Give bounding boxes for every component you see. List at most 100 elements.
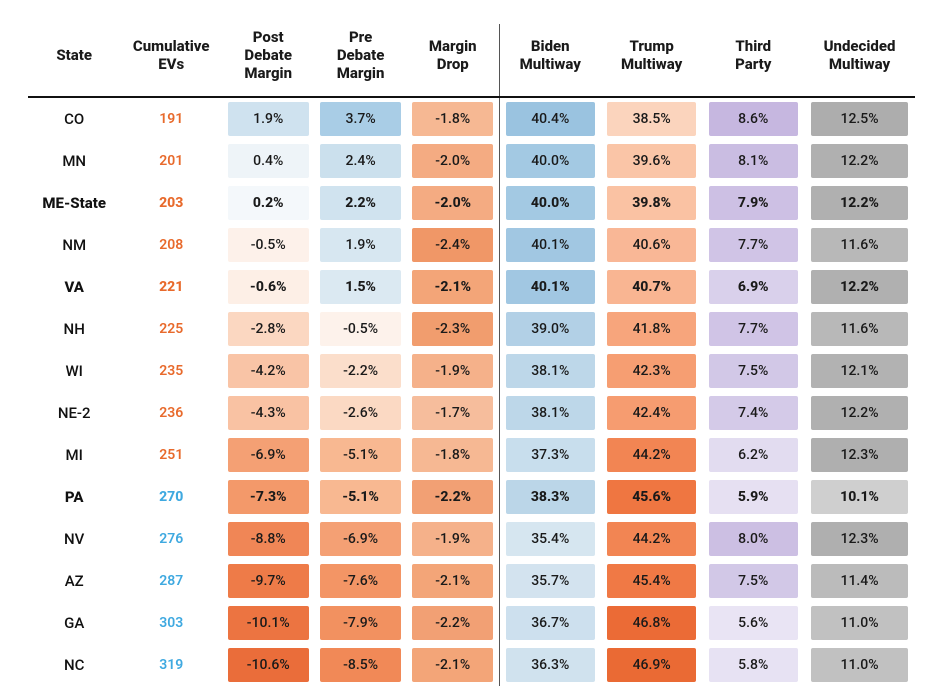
col-header-state: State — [28, 24, 120, 97]
state-cell: WI — [28, 350, 120, 392]
drop-cell: -2.0% — [407, 182, 499, 224]
drop-cell: -2.4% — [407, 224, 499, 266]
state-cell: GA — [28, 602, 120, 644]
pre-cell: -2.2% — [314, 350, 406, 392]
pre-cell: -5.1% — [314, 434, 406, 476]
col-header-ev: CumulativeEVs — [120, 24, 222, 97]
table-row: GA303-10.1%-7.9%-2.2%36.7%46.8%5.6%11.0% — [28, 602, 915, 644]
trump-cell: 41.8% — [601, 308, 703, 350]
undec-cell: 11.6% — [804, 224, 915, 266]
biden-cell: 36.7% — [499, 602, 601, 644]
col-header-third: ThirdParty — [702, 24, 804, 97]
drop-cell: -1.9% — [407, 518, 499, 560]
table-row: VA221-0.6%1.5%-2.1%40.1%40.7%6.9%12.2% — [28, 266, 915, 308]
state-cell: CO — [28, 97, 120, 140]
trump-cell: 46.9% — [601, 644, 703, 686]
ev-cell: 235 — [120, 350, 222, 392]
pre-cell: -6.9% — [314, 518, 406, 560]
col-header-undec: UndecidedMultiway — [804, 24, 915, 97]
pre-cell: 2.4% — [314, 140, 406, 182]
third-cell: 7.4% — [702, 392, 804, 434]
undec-cell: 12.1% — [804, 350, 915, 392]
drop-cell: -1.8% — [407, 434, 499, 476]
state-cell: NC — [28, 644, 120, 686]
trump-cell: 44.2% — [601, 518, 703, 560]
table-row: PA270-7.3%-5.1%-2.2%38.3%45.6%5.9%10.1% — [28, 476, 915, 518]
ev-cell: 221 — [120, 266, 222, 308]
trump-cell: 42.3% — [601, 350, 703, 392]
post-cell: -4.3% — [222, 392, 314, 434]
ev-cell: 201 — [120, 140, 222, 182]
state-cell: MN — [28, 140, 120, 182]
drop-cell: -1.8% — [407, 97, 499, 140]
col-header-pre: PreDebateMargin — [314, 24, 406, 97]
state-cell: ME-State — [28, 182, 120, 224]
ev-cell: 276 — [120, 518, 222, 560]
post-cell: -9.7% — [222, 560, 314, 602]
drop-cell: -2.1% — [407, 560, 499, 602]
biden-cell: 40.0% — [499, 140, 601, 182]
ev-cell: 236 — [120, 392, 222, 434]
pre-cell: -7.6% — [314, 560, 406, 602]
undec-cell: 11.4% — [804, 560, 915, 602]
undec-cell: 12.2% — [804, 392, 915, 434]
biden-cell: 36.3% — [499, 644, 601, 686]
post-cell: -4.2% — [222, 350, 314, 392]
undec-cell: 10.1% — [804, 476, 915, 518]
pre-cell: 1.9% — [314, 224, 406, 266]
post-cell: -7.3% — [222, 476, 314, 518]
table-row: NE-2236-4.3%-2.6%-1.7%38.1%42.4%7.4%12.2… — [28, 392, 915, 434]
ev-cell: 208 — [120, 224, 222, 266]
trump-cell: 40.6% — [601, 224, 703, 266]
third-cell: 6.9% — [702, 266, 804, 308]
table-row: NH225-2.8%-0.5%-2.3%39.0%41.8%7.7%11.6% — [28, 308, 915, 350]
state-cell: NM — [28, 224, 120, 266]
col-header-biden: BidenMultiway — [499, 24, 601, 97]
undec-cell: 11.0% — [804, 644, 915, 686]
undec-cell: 12.2% — [804, 266, 915, 308]
undec-cell: 11.0% — [804, 602, 915, 644]
pre-cell: -7.9% — [314, 602, 406, 644]
biden-cell: 40.1% — [499, 224, 601, 266]
drop-cell: -2.2% — [407, 602, 499, 644]
trump-cell: 39.8% — [601, 182, 703, 224]
table-row: AZ287-9.7%-7.6%-2.1%35.7%45.4%7.5%11.4% — [28, 560, 915, 602]
table-row: WI235-4.2%-2.2%-1.9%38.1%42.3%7.5%12.1% — [28, 350, 915, 392]
third-cell: 7.7% — [702, 224, 804, 266]
post-cell: -0.6% — [222, 266, 314, 308]
col-header-drop: MarginDrop — [407, 24, 499, 97]
ev-cell: 225 — [120, 308, 222, 350]
ev-cell: 203 — [120, 182, 222, 224]
table-row: MN2010.4%2.4%-2.0%40.0%39.6%8.1%12.2% — [28, 140, 915, 182]
drop-cell: -2.0% — [407, 140, 499, 182]
post-cell: 0.2% — [222, 182, 314, 224]
third-cell: 7.5% — [702, 350, 804, 392]
trump-cell: 44.2% — [601, 434, 703, 476]
state-cell: MI — [28, 434, 120, 476]
ev-cell: 303 — [120, 602, 222, 644]
trump-cell: 40.7% — [601, 266, 703, 308]
ev-cell: 319 — [120, 644, 222, 686]
third-cell: 8.1% — [702, 140, 804, 182]
drop-cell: -1.7% — [407, 392, 499, 434]
state-cell: PA — [28, 476, 120, 518]
biden-cell: 37.3% — [499, 434, 601, 476]
undec-cell: 12.5% — [804, 97, 915, 140]
undec-cell: 11.6% — [804, 308, 915, 350]
state-cell: NV — [28, 518, 120, 560]
ev-cell: 287 — [120, 560, 222, 602]
biden-cell: 40.0% — [499, 182, 601, 224]
state-cell: NH — [28, 308, 120, 350]
third-cell: 8.6% — [702, 97, 804, 140]
trump-cell: 42.4% — [601, 392, 703, 434]
drop-cell: -2.2% — [407, 476, 499, 518]
post-cell: -2.8% — [222, 308, 314, 350]
polling-table: StateCumulativeEVsPostDebateMarginPreDeb… — [28, 24, 915, 686]
third-cell: 6.2% — [702, 434, 804, 476]
table-row: MI251-6.9%-5.1%-1.8%37.3%44.2%6.2%12.3% — [28, 434, 915, 476]
undec-cell: 12.3% — [804, 434, 915, 476]
third-cell: 5.6% — [702, 602, 804, 644]
trump-cell: 45.4% — [601, 560, 703, 602]
post-cell: -6.9% — [222, 434, 314, 476]
pre-cell: 3.7% — [314, 97, 406, 140]
